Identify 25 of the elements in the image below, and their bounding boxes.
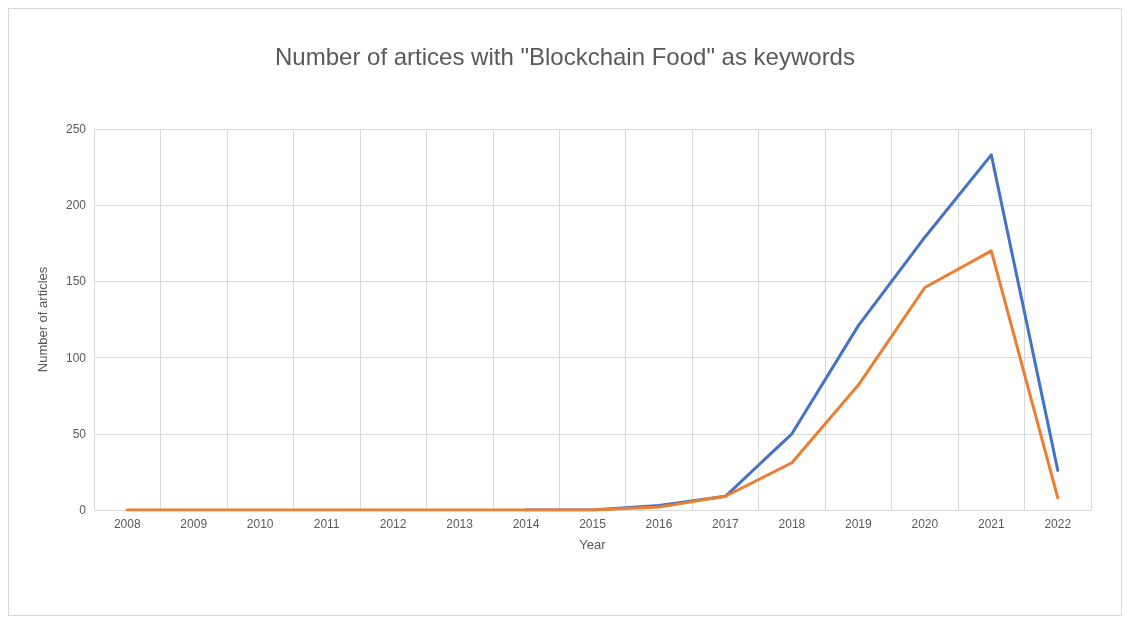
x-tick-label: 2010 (246, 517, 274, 531)
x-tick-label: 2018 (778, 517, 806, 531)
x-tick-label: 2017 (712, 517, 740, 531)
x-tick-label: 2014 (512, 517, 540, 531)
x-tick-label: 2008 (113, 517, 141, 531)
y-tick-label: 250 (65, 122, 87, 136)
x-tick-label: 2009 (180, 517, 208, 531)
x-tick-label: 2021 (977, 517, 1005, 531)
x-tick-label: 2011 (313, 517, 340, 531)
x-tick-label: 2020 (911, 517, 939, 531)
line-series (125, 249, 1060, 512)
x-axis-title: Year (579, 537, 607, 552)
y-tick-label: 150 (65, 274, 87, 289)
y-tick-label: 200 (65, 198, 87, 213)
x-tick-label: 2016 (645, 517, 673, 531)
x-tick-label: 2019 (845, 517, 873, 531)
x-tick-label: 2012 (379, 517, 407, 531)
y-tick-label: 100 (65, 350, 87, 365)
y-tick-label: 50 (72, 426, 87, 441)
x-tick-label: 2015 (579, 517, 607, 531)
chart-title: Number of artices with "Blockchain Food" as keywords (275, 42, 855, 70)
x-tick-label: 2022 (1044, 517, 1072, 531)
y-tick-label: 0 (79, 503, 87, 517)
y-axis-title: Number of articles (35, 266, 50, 373)
x-tick-label: 2013 (446, 517, 474, 531)
